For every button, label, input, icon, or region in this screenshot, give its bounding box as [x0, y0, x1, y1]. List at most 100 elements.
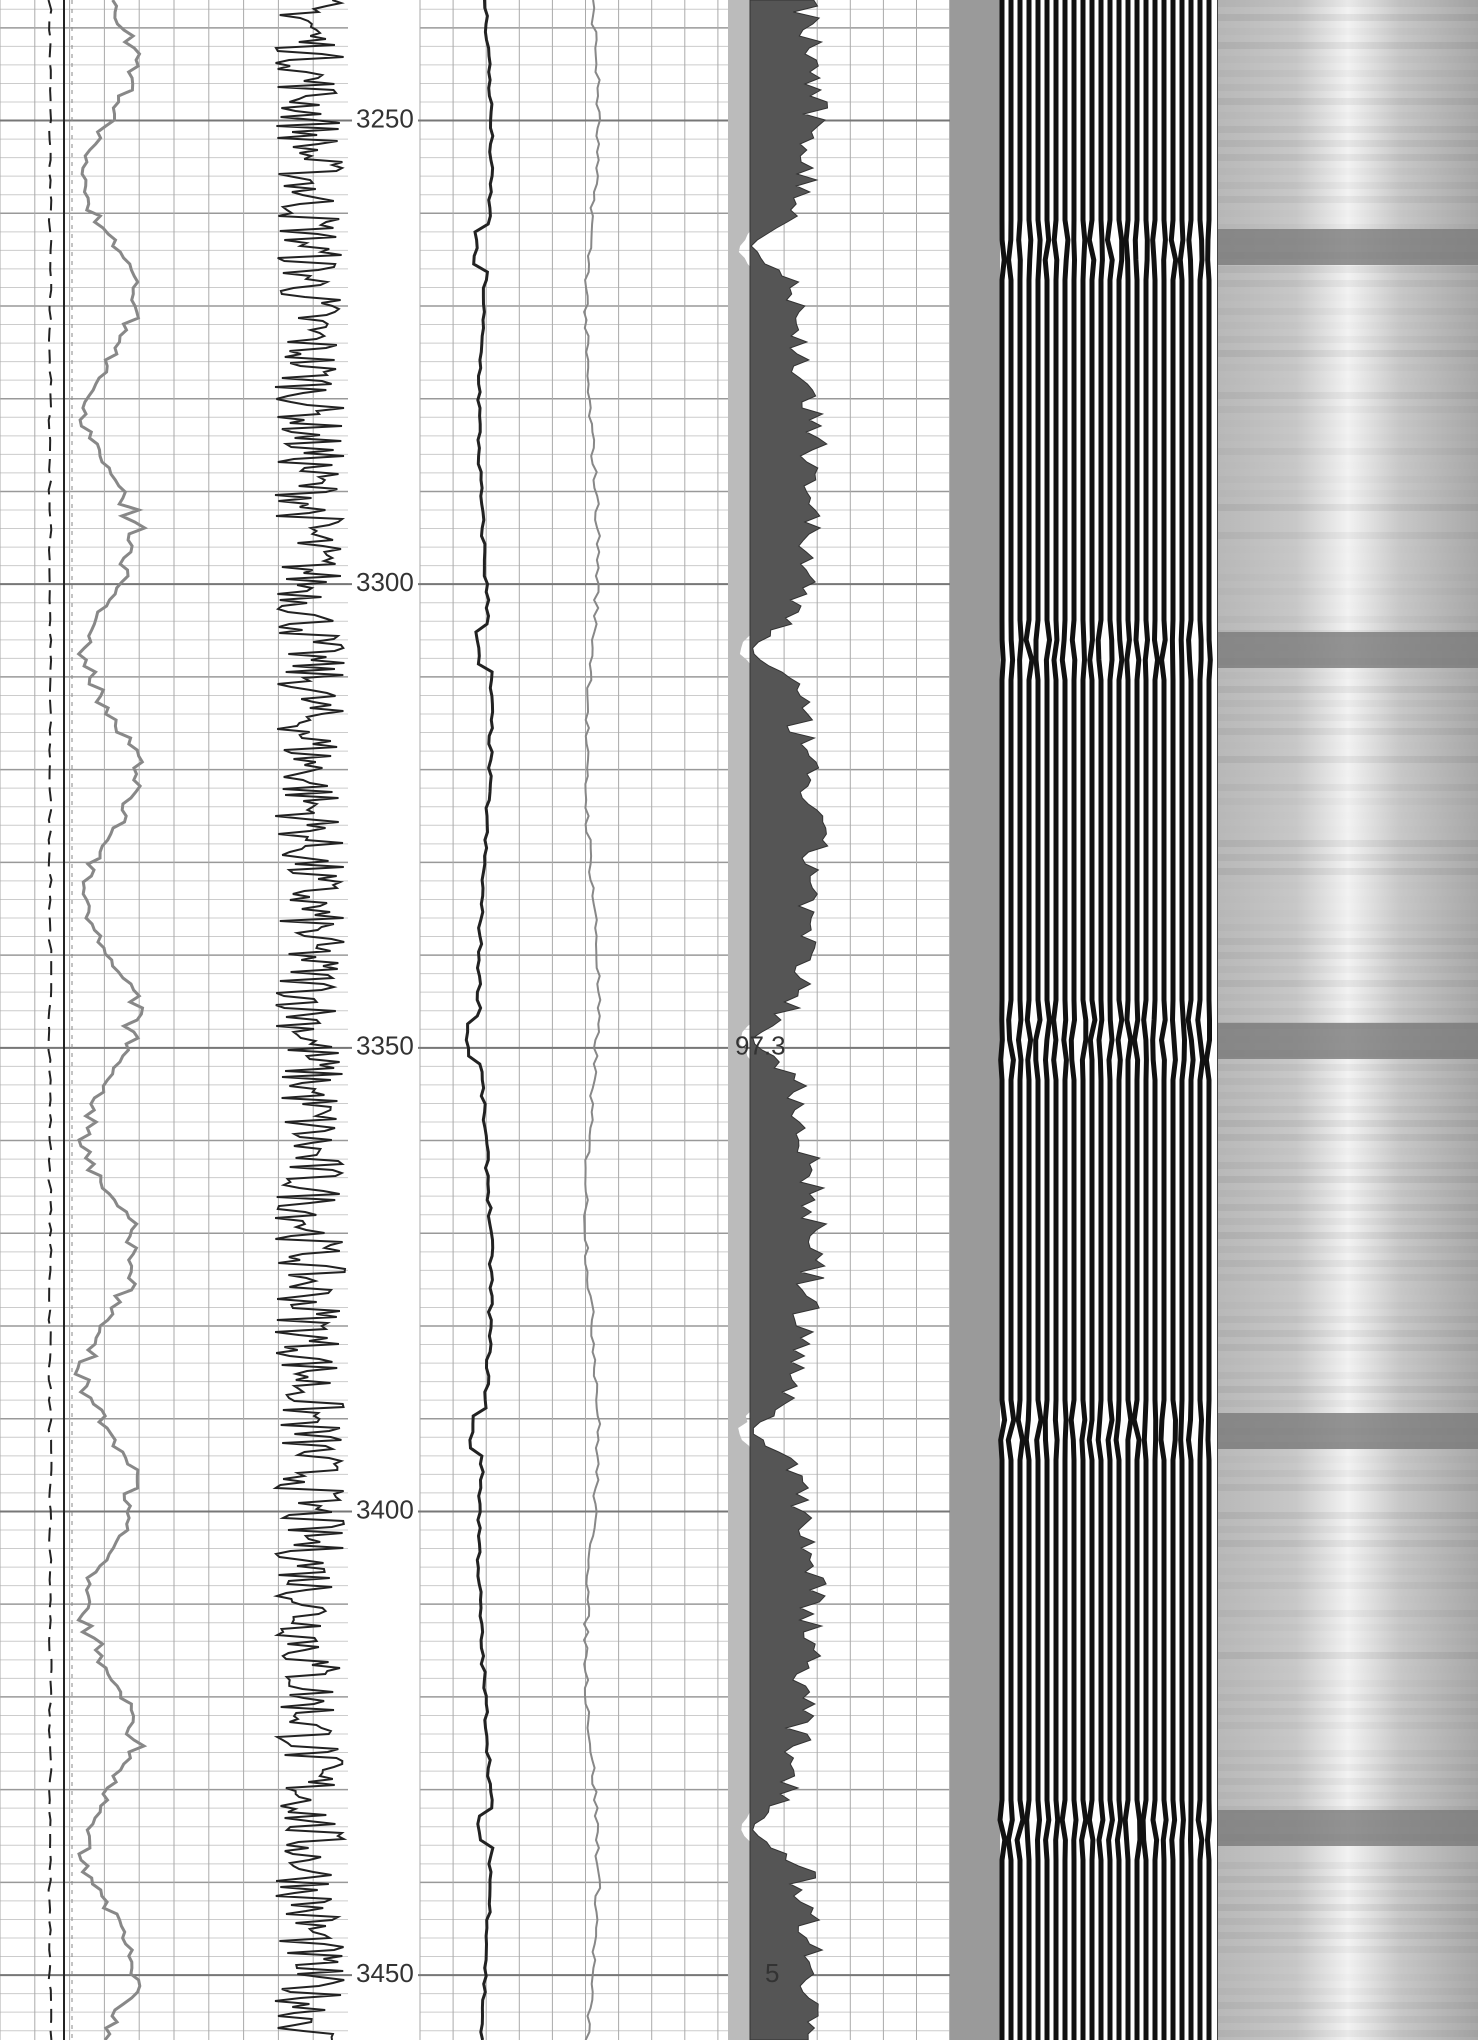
image-texture	[1218, 420, 1478, 427]
image-texture	[1218, 896, 1478, 903]
image-texture	[1218, 1316, 1478, 1323]
image-texture	[1218, 714, 1478, 721]
vdl-stripe	[1051, 0, 1061, 2040]
image-texture	[1218, 378, 1478, 385]
image-texture	[1218, 672, 1478, 679]
image-texture	[1218, 294, 1478, 301]
depth-label: 3400	[356, 1494, 414, 1524]
image-texture	[1218, 1862, 1478, 1869]
image-texture	[1218, 1120, 1478, 1127]
vdl-stripe	[1079, 0, 1089, 2040]
vdl-stripe	[1095, 0, 1106, 2040]
image-texture	[1218, 1890, 1478, 1897]
image-texture	[1218, 1232, 1478, 1239]
image-texture	[1218, 1918, 1478, 1925]
image-texture	[1218, 1288, 1478, 1295]
image-texture	[1218, 350, 1478, 357]
image-texture	[1218, 1526, 1478, 1533]
image-texture	[1218, 1652, 1478, 1659]
image-texture	[1218, 700, 1478, 707]
depth-label: 3300	[356, 567, 414, 597]
vdl-stripe	[1185, 0, 1196, 2040]
image-texture	[1218, 868, 1478, 875]
image-texture	[1218, 924, 1478, 931]
image-texture	[1218, 70, 1478, 77]
image-texture	[1218, 42, 1478, 49]
annotation: 97.3	[735, 1031, 786, 1061]
image-texture	[1218, 882, 1478, 889]
image-texture	[1218, 1638, 1478, 1645]
vdl-stripe	[1104, 0, 1115, 2040]
image-texture	[1218, 1988, 1478, 1995]
image-texture	[1218, 1750, 1478, 1757]
image-texture	[1218, 1204, 1478, 1211]
image-texture	[1218, 1372, 1478, 1379]
collar-band	[1218, 1810, 1478, 1846]
image-texture	[1218, 1540, 1478, 1547]
dark-curve	[464, 0, 495, 2040]
image-texture	[1218, 728, 1478, 735]
amplitude-curve	[73, 0, 149, 2040]
image-texture	[1218, 1064, 1478, 1071]
image-texture	[1218, 1218, 1478, 1225]
image-texture	[1218, 1582, 1478, 1589]
depth-label: 3450	[356, 1958, 414, 1988]
image-texture	[1218, 616, 1478, 623]
image-texture	[1218, 560, 1478, 567]
image-texture	[1218, 1624, 1478, 1631]
image-texture	[1218, 434, 1478, 441]
image-texture	[1218, 1974, 1478, 1981]
depth-label-bg	[352, 1959, 418, 1992]
image-texture	[1218, 910, 1478, 917]
image-texture	[1218, 966, 1478, 973]
collar-band	[1218, 229, 1478, 265]
image-texture	[1218, 1302, 1478, 1309]
vdl-stripe	[1005, 0, 1017, 2040]
image-texture	[1218, 98, 1478, 105]
image-texture	[1218, 336, 1478, 343]
vdl-stripe	[1068, 0, 1079, 2040]
image-texture	[1218, 1162, 1478, 1169]
image-texture	[1218, 1190, 1478, 1197]
image-texture	[1218, 28, 1478, 35]
image-texture	[1218, 546, 1478, 553]
image-texture	[1218, 1092, 1478, 1099]
image-texture	[1218, 532, 1478, 539]
image-texture	[1218, 154, 1478, 161]
image-texture	[1218, 364, 1478, 371]
vdl-band	[950, 0, 1000, 2040]
image-texture	[1218, 2016, 1478, 2023]
image-texture	[1218, 1680, 1478, 1687]
image-texture	[1218, 308, 1478, 315]
image-texture	[1218, 574, 1478, 581]
vdl-stripe	[1059, 0, 1071, 2040]
image-texture	[1218, 462, 1478, 469]
vdl-stripe	[1203, 0, 1213, 2040]
image-texture	[1218, 406, 1478, 413]
image-texture	[1218, 1470, 1478, 1477]
image-texture	[1218, 1960, 1478, 1967]
image-texture	[1218, 1876, 1478, 1883]
image-texture	[1218, 2002, 1478, 2009]
vdl-stripe	[1122, 0, 1134, 2040]
image-texture	[1218, 2030, 1478, 2037]
dark-fill	[749, 0, 829, 2040]
vdl-stripe	[1014, 0, 1026, 2040]
image-texture	[1218, 280, 1478, 287]
image-texture	[1218, 1904, 1478, 1911]
image-texture	[1218, 196, 1478, 203]
image-texture	[1218, 1246, 1478, 1253]
image-texture	[1218, 1078, 1478, 1085]
image-texture	[1218, 938, 1478, 945]
image-texture	[1218, 812, 1478, 819]
collar-band	[1218, 632, 1478, 668]
vdl-stripe	[1140, 0, 1151, 2040]
image-texture	[1218, 1456, 1478, 1463]
image-texture	[1218, 1358, 1478, 1365]
image-texture	[1218, 1946, 1478, 1953]
dashed-curve	[47, 0, 53, 2040]
image-texture	[1218, 0, 1478, 7]
image-texture	[1218, 448, 1478, 455]
image-texture	[1218, 798, 1478, 805]
image-texture	[1218, 1330, 1478, 1337]
